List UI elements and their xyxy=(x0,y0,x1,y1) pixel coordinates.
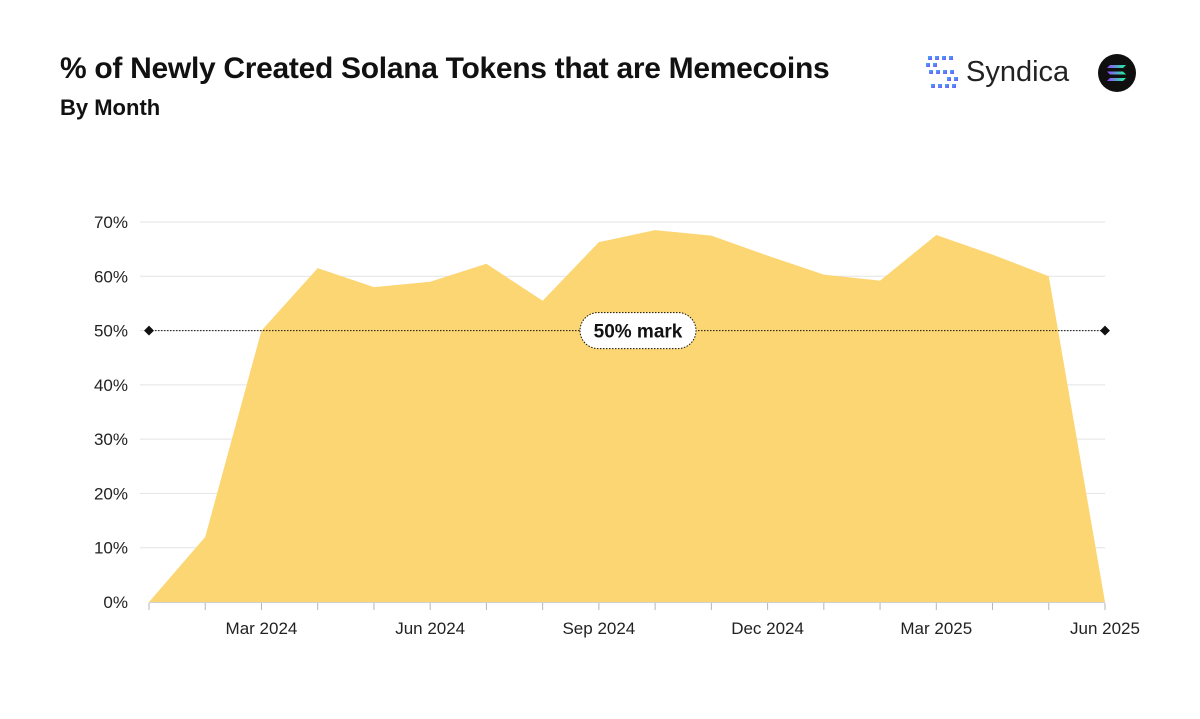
data-point xyxy=(203,535,207,539)
y-tick-label: 20% xyxy=(94,484,128,503)
reference-line-endpoint xyxy=(1100,325,1110,336)
y-tick-label: 50% xyxy=(94,322,128,341)
data-point xyxy=(316,266,320,270)
data-point xyxy=(934,233,938,237)
data-point xyxy=(372,285,376,289)
y-tick-label: 40% xyxy=(94,376,128,395)
y-tick-label: 60% xyxy=(94,267,128,286)
x-tick-label: Sep 2024 xyxy=(562,619,635,638)
syndica-logo-icon xyxy=(926,56,958,88)
data-point xyxy=(991,253,995,257)
data-point xyxy=(766,254,770,258)
chart-title: % of Newly Created Solana Tokens that ar… xyxy=(60,52,830,85)
brand-name: Syndica xyxy=(966,56,1070,88)
solana-logo-icon xyxy=(1098,54,1136,92)
chart-subtitle: By Month xyxy=(60,95,161,120)
memecoin-share-area xyxy=(149,230,1105,602)
data-point xyxy=(653,228,657,232)
x-tick-label: Jun 2025 xyxy=(1070,619,1140,638)
y-tick-label: 30% xyxy=(94,430,128,449)
x-tick-label: Mar 2024 xyxy=(226,619,298,638)
data-point xyxy=(822,273,826,277)
y-tick-label: 70% xyxy=(94,213,128,232)
x-tick-label: Mar 2025 xyxy=(900,619,972,638)
data-point xyxy=(878,279,882,283)
reference-label-pill xyxy=(579,312,697,350)
y-tick-label: 0% xyxy=(103,593,128,612)
reference-line-endpoint xyxy=(144,325,154,336)
data-point xyxy=(597,240,601,244)
y-tick-label: 10% xyxy=(94,539,128,558)
brand-logos: Syndica xyxy=(926,54,1138,94)
data-point xyxy=(709,234,713,238)
x-tick-label: Dec 2024 xyxy=(731,619,804,638)
x-tick-label: Jun 2024 xyxy=(395,619,465,638)
data-point xyxy=(541,299,545,303)
data-point xyxy=(428,280,432,284)
data-point xyxy=(484,262,488,266)
data-point xyxy=(1047,274,1051,278)
reference-label: 50% mark xyxy=(594,322,683,343)
